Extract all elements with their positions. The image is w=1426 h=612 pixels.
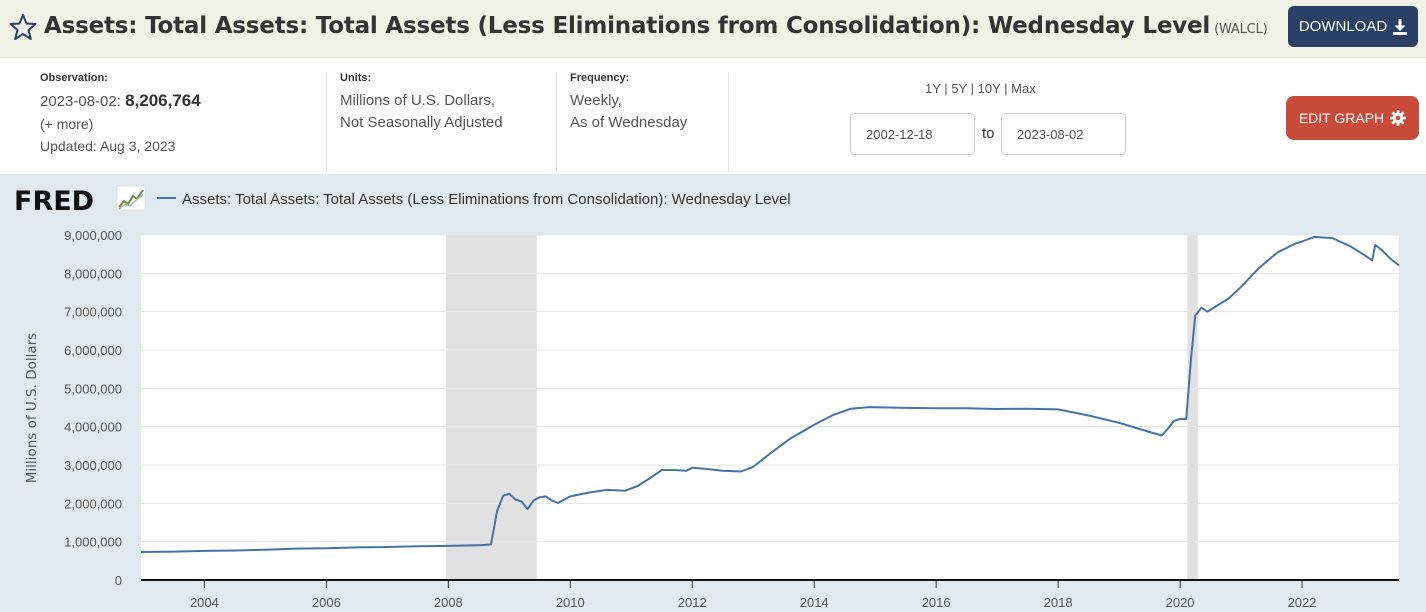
- x-tick-label: 2010: [556, 595, 585, 610]
- more-link[interactable]: (+ more): [40, 116, 94, 132]
- frequency-block: Frequency: Weekly, As of Wednesday: [570, 72, 687, 134]
- download-button[interactable]: DOWNLOAD: [1288, 6, 1418, 47]
- plot-background: [141, 235, 1399, 580]
- gear-icon: [1390, 110, 1407, 126]
- units-block: Units: Millions of U.S. Dollars, Not Sea…: [340, 72, 503, 134]
- range-1y-link[interactable]: 1Y: [925, 81, 941, 96]
- divider: [556, 72, 557, 172]
- frequency-line-2: As of Wednesday: [570, 114, 688, 131]
- range-separator: |: [944, 81, 948, 96]
- star-icon[interactable]: [9, 13, 37, 41]
- series-id: (WALCL): [1214, 22, 1268, 37]
- frequency-line-1: Weekly,: [570, 92, 622, 109]
- range-separator: |: [1004, 81, 1008, 96]
- observation-line: 2023-08-02: 8,206,764: [40, 90, 201, 113]
- updated-date: Updated: Aug 3, 2023: [40, 138, 176, 154]
- observation-block: Observation: 2023-08-02: 8,206,764 (+ mo…: [40, 72, 201, 157]
- units-line-1: Millions of U.S. Dollars,: [340, 92, 496, 109]
- range-5y-link[interactable]: 5Y: [951, 81, 967, 96]
- y-tick-label: 7,000,000: [64, 305, 122, 320]
- y-tick-label: 0: [115, 573, 122, 588]
- divider: [326, 72, 327, 172]
- x-tick-label: 2014: [800, 595, 829, 610]
- edit-graph-label: EDIT GRAPH: [1298, 110, 1385, 126]
- divider: [728, 72, 729, 172]
- range-links: 1Y | 5Y | 10Y | Max: [925, 81, 1036, 96]
- x-tick-label: 2020: [1166, 595, 1195, 610]
- gridlines: [141, 234, 1399, 543]
- y-tick-label: 3,000,000: [64, 458, 122, 473]
- line-chart[interactable]: FRED Assets: Total Assets: Total Assets …: [0, 174, 1426, 612]
- end-date-input[interactable]: 2023-08-02: [1001, 113, 1126, 155]
- series-title-text: Assets: Total Assets: Total Assets (Less…: [44, 13, 1211, 39]
- title-bar: Assets: Total Assets: Total Assets (Less…: [0, 0, 1426, 58]
- y-tick-label: 9,000,000: [64, 228, 122, 243]
- x-axis-ticks: 2004 2006 2008 2010 2012 2014 2016 2018 2020 2022: [190, 580, 1317, 610]
- x-tick-label: 2004: [190, 595, 219, 610]
- recession-band: [445, 235, 537, 580]
- start-date-input[interactable]: 2002-12-18: [850, 113, 975, 155]
- series-title: Assets: Total Assets: Total Assets (Less…: [44, 13, 1268, 39]
- download-icon: [1393, 18, 1408, 35]
- x-tick-label: 2018: [1044, 595, 1073, 610]
- y-tick-label: 1,000,000: [64, 535, 122, 550]
- recession-band: [1187, 235, 1198, 580]
- units-line-2: Not Seasonally Adjusted: [340, 114, 503, 131]
- y-tick-label: 8,000,000: [64, 266, 122, 281]
- edit-graph-button[interactable]: EDIT GRAPH: [1286, 96, 1419, 140]
- legend-label: Assets: Total Assets: Total Assets (Less…: [182, 191, 791, 208]
- range-10y-link[interactable]: 10Y: [977, 81, 1001, 96]
- y-axis-label: Millions of U.S. Dollars: [24, 333, 40, 483]
- series-meta: Observation: 2023-08-02: 8,206,764 (+ mo…: [0, 58, 1426, 174]
- x-tick-label: 2012: [678, 595, 707, 610]
- y-tick-label: 5,000,000: [64, 381, 122, 396]
- fred-logo[interactable]: FRED: [14, 185, 146, 217]
- observation-value: 8,206,764: [125, 91, 201, 110]
- recession-bands: [445, 235, 1198, 580]
- fred-logo-text: FRED: [14, 186, 94, 217]
- series-line: [140, 235, 1400, 553]
- x-tick-label: 2006: [312, 595, 341, 610]
- x-tick-label: 2016: [922, 595, 951, 610]
- observation-label: Observation:: [40, 72, 108, 84]
- frequency-label: Frequency:: [570, 72, 630, 84]
- y-axis-ticks: 0 1,000,000 2,000,000 3,000,000 4,000,000 5,0…: [64, 228, 122, 588]
- observation-date: 2023-08-02:: [40, 93, 121, 110]
- to-label: to: [982, 125, 995, 142]
- y-tick-label: 2,000,000: [64, 496, 122, 511]
- y-tick-label: 6,000,000: [64, 343, 122, 358]
- y-tick-label: 4,000,000: [64, 420, 122, 435]
- range-separator: |: [970, 81, 974, 96]
- range-max-link[interactable]: Max: [1011, 81, 1036, 96]
- fred-logo-mark-icon: [116, 185, 146, 211]
- download-label: DOWNLOAD: [1298, 18, 1388, 35]
- x-tick-label: 2022: [1288, 595, 1317, 610]
- x-tick-label: 2008: [434, 595, 463, 610]
- chart-area: FRED Assets: Total Assets: Total Assets …: [0, 174, 1426, 612]
- units-label: Units:: [340, 72, 372, 84]
